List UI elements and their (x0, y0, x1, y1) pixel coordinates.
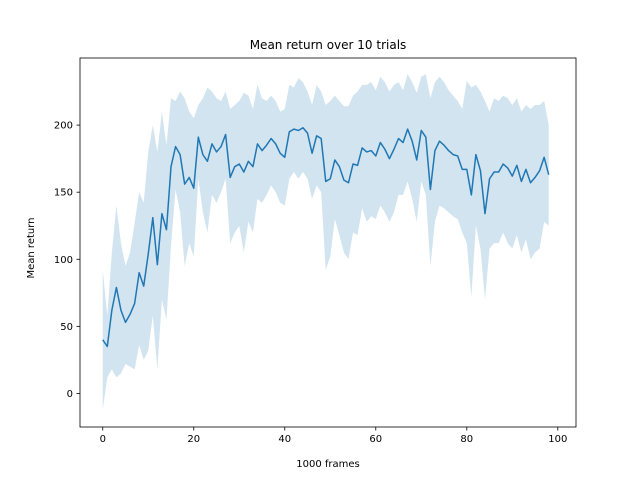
x-tick-label: 0 (100, 434, 106, 445)
chart-title: Mean return over 10 trials (250, 38, 407, 52)
y-tick-label: 200 (54, 121, 73, 132)
y-axis-label: Mean return (26, 217, 37, 278)
x-tick-label: 80 (460, 434, 473, 445)
mean-line (102, 127, 550, 348)
y-tick-label: 50 (60, 322, 73, 333)
y-tick-label: 0 (67, 389, 73, 400)
x-tick-label: 100 (548, 434, 567, 445)
y-tick-label: 150 (54, 188, 73, 199)
x-axis-label: 1000 frames (296, 459, 360, 470)
x-tick-label: 20 (187, 434, 200, 445)
y-tick-label: 100 (54, 255, 73, 266)
x-tick-label: 40 (278, 434, 291, 445)
confidence-band (102, 74, 549, 410)
plot-frame (79, 57, 577, 428)
plot-area: 0 20 40 60 80 100 0 50 100 150 200 (54, 57, 577, 445)
x-tick-label: 60 (369, 434, 382, 445)
